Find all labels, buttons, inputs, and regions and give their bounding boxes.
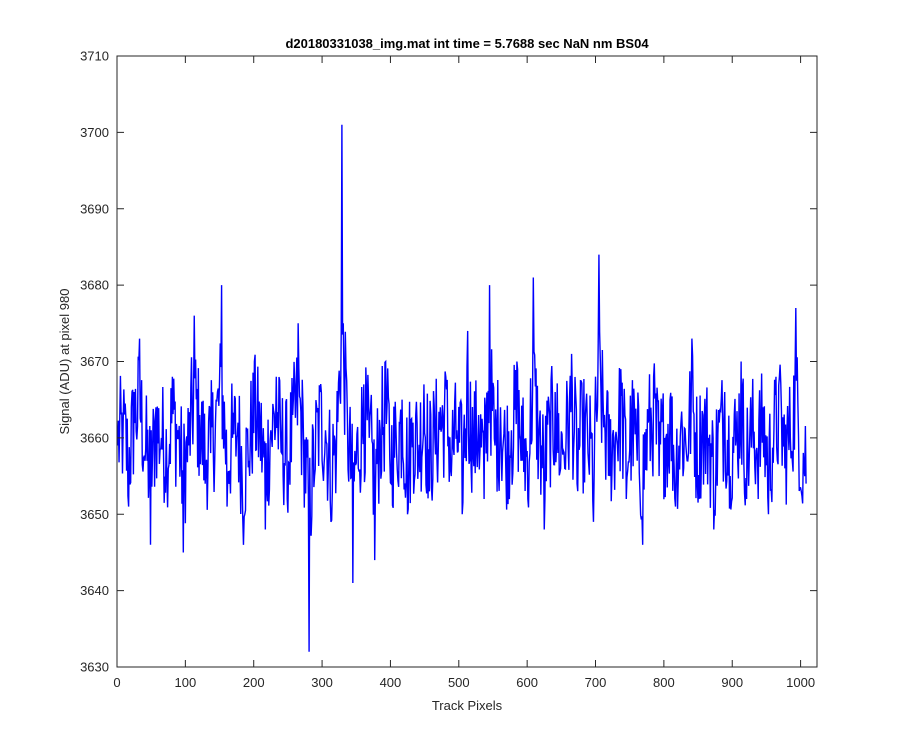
y-tick-label: 3660 bbox=[80, 430, 109, 445]
chart-title: d20180331038_img.mat int time = 5.7688 s… bbox=[285, 36, 649, 51]
x-tick-label: 400 bbox=[380, 675, 402, 690]
y-tick-label: 3680 bbox=[80, 278, 109, 293]
x-tick-label: 100 bbox=[175, 675, 197, 690]
x-tick-label: 500 bbox=[448, 675, 470, 690]
y-tick-label: 3630 bbox=[80, 660, 109, 675]
x-tick-label: 200 bbox=[243, 675, 265, 690]
y-tick-label: 3670 bbox=[80, 354, 109, 369]
x-tick-label: 600 bbox=[516, 675, 538, 690]
series-layer bbox=[116, 124, 807, 652]
x-tick-label: 300 bbox=[311, 675, 333, 690]
y-tick-label: 3690 bbox=[80, 201, 109, 216]
x-tick-label: 1000 bbox=[786, 675, 815, 690]
y-tick-label: 3640 bbox=[80, 583, 109, 598]
x-axis-label: Track Pixels bbox=[432, 698, 503, 713]
x-tick-layer: 0 100 200 300 400 500 600 700 800 900 1000 bbox=[113, 56, 815, 690]
y-tick-label: 3700 bbox=[80, 125, 109, 140]
y-tick-label: 3710 bbox=[80, 49, 109, 64]
x-tick-label: 700 bbox=[585, 675, 607, 690]
y-tick-layer: 3630 3640 3650 3660 3670 3680 3690 3700 3710 bbox=[80, 49, 817, 675]
x-tick-label: 0 bbox=[113, 675, 120, 690]
y-tick-label: 3650 bbox=[80, 507, 109, 522]
x-tick-label: 800 bbox=[653, 675, 675, 690]
series-line bbox=[116, 124, 807, 652]
x-tick-label: 900 bbox=[721, 675, 743, 690]
y-axis-label: Signal (ADU) at pixel 980 bbox=[57, 289, 72, 435]
